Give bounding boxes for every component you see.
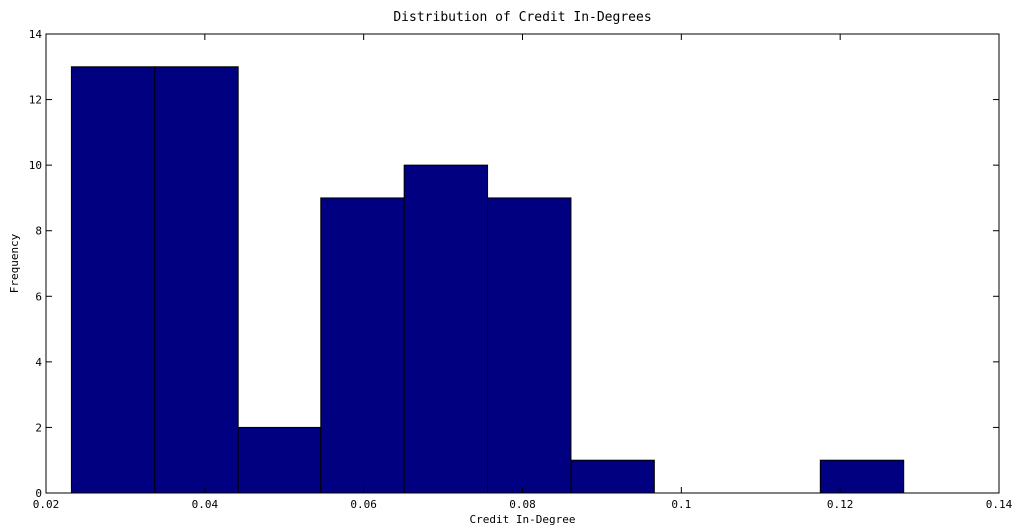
x-axis-label: Credit In-Degree <box>470 513 576 526</box>
chart-title: Distribution of Credit In-Degrees <box>393 10 651 25</box>
y-tick-label-4: 8 <box>35 225 42 238</box>
y-axis-label: Frequency <box>8 233 21 293</box>
histogram-bar-0 <box>70 66 156 494</box>
histogram-bar-9 <box>819 459 905 494</box>
y-tick-label-3: 6 <box>35 290 42 303</box>
y-tick-label-1: 2 <box>35 421 42 434</box>
histogram-bar-1 <box>154 66 239 494</box>
bars-group <box>70 66 905 494</box>
x-tick-label-0: 0.02 <box>33 498 60 511</box>
y-tick-label-2: 4 <box>35 356 42 369</box>
y-tick-label-0: 0 <box>35 487 42 500</box>
histogram-bar-2 <box>237 426 322 494</box>
y-tick-label-5: 10 <box>29 159 42 172</box>
x-tick-label-2: 0.06 <box>350 498 377 511</box>
histogram-bar-6 <box>570 459 655 494</box>
plot-frame <box>45 33 1000 494</box>
y-tick-label-7: 14 <box>29 28 43 41</box>
x-tick-label-1: 0.04 <box>192 498 219 511</box>
histogram-bar-3 <box>320 197 405 494</box>
y-tick-label-6: 12 <box>29 94 42 107</box>
histogram-bar-5 <box>487 197 572 494</box>
x-tick-label-6: 0.14 <box>986 498 1013 511</box>
x-tick-label-3: 0.08 <box>509 498 536 511</box>
x-tick-label-5: 0.12 <box>827 498 854 511</box>
histogram-bar-4 <box>403 164 489 494</box>
x-tick-label-4: 0.1 <box>671 498 691 511</box>
